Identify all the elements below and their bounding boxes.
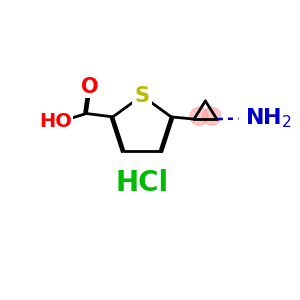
Text: S: S	[134, 86, 149, 106]
Text: O: O	[81, 77, 99, 97]
Circle shape	[190, 107, 208, 125]
Circle shape	[203, 107, 221, 125]
Text: HCl: HCl	[116, 169, 169, 197]
Text: NH$_2$: NH$_2$	[245, 107, 292, 130]
Text: HO: HO	[39, 112, 72, 131]
